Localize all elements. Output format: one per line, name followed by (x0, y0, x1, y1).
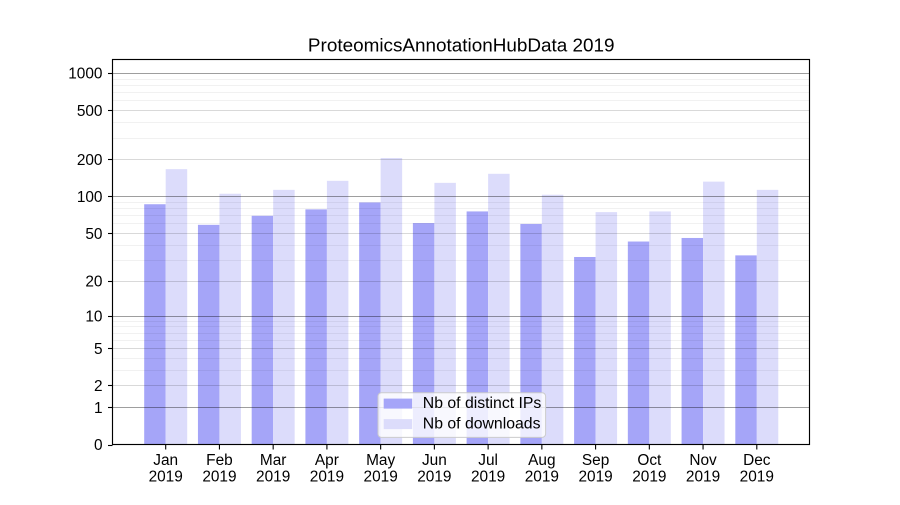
svg-text:Oct: Oct (637, 452, 662, 469)
svg-text:Jul: Jul (478, 452, 498, 469)
svg-text:500: 500 (77, 103, 103, 120)
svg-text:0: 0 (94, 437, 103, 454)
svg-text:Mar: Mar (260, 452, 287, 469)
svg-text:2019: 2019 (632, 468, 666, 485)
svg-text:2: 2 (94, 378, 103, 395)
svg-text:Feb: Feb (206, 452, 233, 469)
svg-text:2019: 2019 (525, 468, 559, 485)
svg-text:Aug: Aug (528, 452, 555, 469)
svg-text:2019: 2019 (149, 468, 183, 485)
svg-text:2019: 2019 (256, 468, 290, 485)
svg-text:Sep: Sep (582, 452, 609, 469)
svg-text:2019: 2019 (578, 468, 612, 485)
svg-text:May: May (366, 452, 395, 469)
svg-text:Jun: Jun (422, 452, 447, 469)
svg-text:Nb of downloads: Nb of downloads (423, 416, 541, 433)
svg-text:100: 100 (77, 189, 103, 206)
svg-text:2019: 2019 (471, 468, 505, 485)
svg-text:20: 20 (85, 273, 102, 290)
svg-text:5: 5 (94, 341, 103, 358)
svg-text:1000: 1000 (68, 66, 102, 83)
svg-text:Nov: Nov (689, 452, 717, 469)
svg-text:Nb of distinct IPs: Nb of distinct IPs (423, 395, 542, 412)
svg-text:2019: 2019 (364, 468, 398, 485)
svg-text:1: 1 (94, 400, 103, 417)
svg-text:ProteomicsAnnotationHubData 20: ProteomicsAnnotationHubData 2019 (308, 36, 615, 57)
svg-text:2019: 2019 (686, 468, 720, 485)
svg-text:200: 200 (77, 152, 103, 169)
svg-text:Dec: Dec (743, 452, 771, 469)
svg-text:Jan: Jan (153, 452, 178, 469)
svg-text:2019: 2019 (310, 468, 344, 485)
svg-text:2019: 2019 (740, 468, 774, 485)
svg-text:50: 50 (85, 226, 102, 243)
svg-text:2019: 2019 (202, 468, 236, 485)
svg-text:2019: 2019 (417, 468, 451, 485)
svg-text:10: 10 (85, 308, 102, 325)
svg-text:Apr: Apr (315, 452, 339, 469)
